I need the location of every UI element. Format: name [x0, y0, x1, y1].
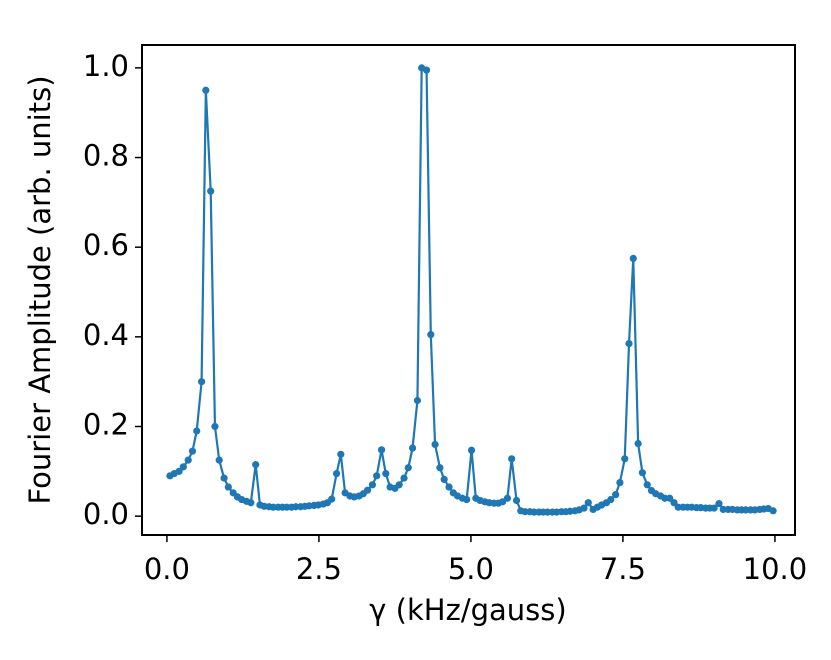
- data-point: [211, 422, 219, 431]
- data-point: [710, 504, 718, 512]
- data-point: [715, 500, 723, 508]
- x-tick-label: 2.5: [296, 552, 342, 586]
- data-point: [512, 496, 521, 505]
- x-axis-label: γ (kHz/gauss): [369, 593, 566, 627]
- data-point: [607, 495, 615, 504]
- data-point: [337, 450, 345, 458]
- data-point: [382, 469, 390, 478]
- data-point: [612, 491, 620, 499]
- data-point: [368, 481, 377, 489]
- plot-frame: [141, 44, 796, 536]
- data-point: [197, 378, 206, 386]
- data-point: [220, 474, 228, 482]
- data-point: [580, 504, 588, 512]
- data-point: [363, 486, 372, 494]
- data-point: [188, 447, 197, 455]
- data-point: [377, 446, 386, 454]
- y-tick-label: 0.4: [83, 318, 129, 352]
- x-tick-label: 5.0: [448, 552, 494, 586]
- data-point: [431, 440, 439, 449]
- data-point: [202, 86, 210, 94]
- data-point: [413, 396, 422, 405]
- data-point: [769, 507, 777, 515]
- x-tick-label: 0.0: [144, 552, 190, 586]
- data-point: [175, 467, 183, 475]
- data-point: [463, 495, 471, 504]
- data-point: [440, 475, 448, 484]
- data-point: [445, 483, 453, 491]
- y-tick-label: 0.0: [83, 497, 129, 531]
- data-point: [584, 499, 592, 507]
- y-axis-label: Fourier Amplitude (arb. units): [23, 75, 57, 504]
- data-point: [422, 66, 431, 74]
- y-tick-label: 1.0: [83, 49, 129, 83]
- data-point: [404, 464, 412, 472]
- data-point: [625, 339, 633, 348]
- data-point: [184, 456, 192, 464]
- data-point: [207, 187, 215, 195]
- data-point: [621, 455, 629, 463]
- y-tick-label: 0.6: [83, 228, 129, 262]
- data-point: [247, 499, 255, 507]
- data-point: [508, 455, 516, 463]
- data-point: [408, 444, 417, 452]
- data-point: [252, 461, 260, 469]
- x-tick-label: 7.5: [600, 552, 646, 586]
- y-tick-label: 0.2: [83, 408, 129, 442]
- data-point: [328, 495, 336, 503]
- data-point: [179, 463, 187, 471]
- data-point: [616, 478, 624, 487]
- data-point: [638, 469, 646, 477]
- data-point: [467, 446, 476, 454]
- y-tick-label: 0.8: [83, 139, 129, 173]
- data-point: [629, 254, 637, 262]
- data-point: [634, 439, 642, 448]
- data-point: [427, 331, 435, 339]
- series-line: [169, 66, 774, 514]
- data-point: [400, 474, 408, 482]
- data-point: [224, 483, 232, 491]
- data-point: [643, 481, 651, 489]
- data-point: [670, 499, 678, 507]
- x-tick-label: 10.0: [743, 552, 808, 586]
- data-point: [395, 481, 403, 489]
- data-point: [193, 427, 201, 435]
- data-point: [666, 494, 674, 502]
- data-point: [332, 469, 341, 478]
- data-point: [215, 456, 223, 464]
- data-point: [503, 494, 512, 502]
- data-point: [436, 464, 444, 472]
- data-point: [373, 472, 381, 480]
